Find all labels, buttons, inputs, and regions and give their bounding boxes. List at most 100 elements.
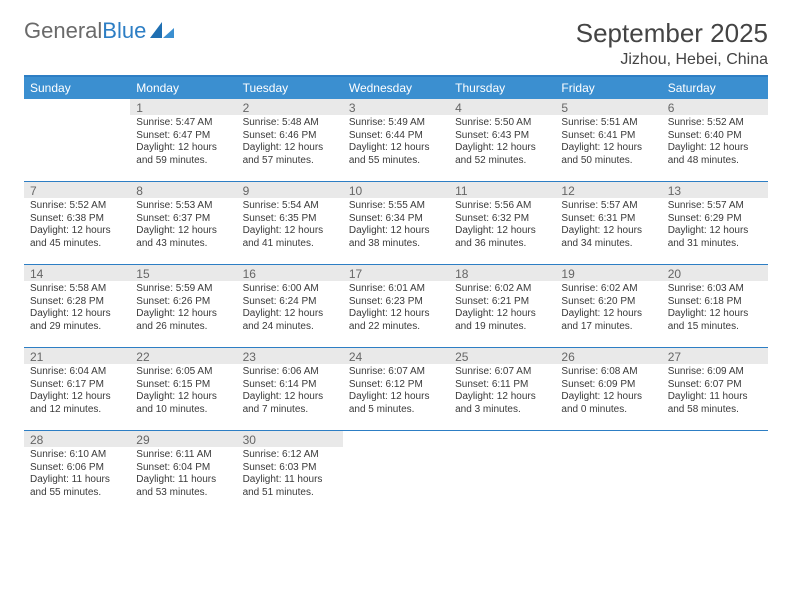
day-cell [343,431,449,513]
day-body [555,447,661,513]
daylight-line2: and 55 minutes. [349,155,443,168]
day-number: 6 [662,99,768,115]
daylight-line2: and 59 minutes. [136,155,230,168]
day-cell [555,431,661,513]
day-number: 27 [662,348,768,364]
day-body: Sunrise: 5:50 AMSunset: 6:43 PMDaylight:… [449,115,555,181]
sunset-text: Sunset: 6:06 PM [30,462,124,475]
sunset-text: Sunset: 6:41 PM [561,130,655,143]
daylight-line1: Daylight: 12 hours [455,225,549,238]
title-block: September 2025 Jizhou, Hebei, China [576,18,768,69]
day-number: 11 [449,182,555,198]
sunrise-text: Sunrise: 6:00 AM [243,283,337,296]
sunset-text: Sunset: 6:32 PM [455,213,549,226]
daylight-line1: Daylight: 12 hours [349,142,443,155]
day-body: Sunrise: 6:01 AMSunset: 6:23 PMDaylight:… [343,281,449,347]
sunrise-text: Sunrise: 5:54 AM [243,200,337,213]
day-body: Sunrise: 5:59 AMSunset: 6:26 PMDaylight:… [130,281,236,347]
day-number: 2 [237,99,343,115]
sunrise-text: Sunrise: 5:47 AM [136,117,230,130]
sunset-text: Sunset: 6:24 PM [243,296,337,309]
day-cell: 5Sunrise: 5:51 AMSunset: 6:41 PMDaylight… [555,99,661,181]
sunset-text: Sunset: 6:44 PM [349,130,443,143]
daylight-line1: Daylight: 11 hours [30,474,124,487]
daylight-line2: and 29 minutes. [30,321,124,334]
day-number: 3 [343,99,449,115]
day-number: 20 [662,265,768,281]
sunrise-text: Sunrise: 6:03 AM [668,283,762,296]
day-cell: 7Sunrise: 5:52 AMSunset: 6:38 PMDaylight… [24,182,130,264]
day-body: Sunrise: 6:05 AMSunset: 6:15 PMDaylight:… [130,364,236,430]
day-cell: 2Sunrise: 5:48 AMSunset: 6:46 PMDaylight… [237,99,343,181]
sunset-text: Sunset: 6:37 PM [136,213,230,226]
day-body: Sunrise: 5:54 AMSunset: 6:35 PMDaylight:… [237,198,343,264]
weekday-header: Sunday [24,77,130,99]
day-number: 10 [343,182,449,198]
daylight-line1: Daylight: 12 hours [136,142,230,155]
sunrise-text: Sunrise: 6:05 AM [136,366,230,379]
day-body: Sunrise: 6:11 AMSunset: 6:04 PMDaylight:… [130,447,236,513]
day-number: 16 [237,265,343,281]
daylight-line1: Daylight: 12 hours [30,308,124,321]
sunset-text: Sunset: 6:31 PM [561,213,655,226]
sunset-text: Sunset: 6:23 PM [349,296,443,309]
day-body [24,115,130,181]
day-body: Sunrise: 5:49 AMSunset: 6:44 PMDaylight:… [343,115,449,181]
day-body: Sunrise: 5:55 AMSunset: 6:34 PMDaylight:… [343,198,449,264]
sunrise-text: Sunrise: 6:08 AM [561,366,655,379]
sunset-text: Sunset: 6:28 PM [30,296,124,309]
sunrise-text: Sunrise: 5:56 AM [455,200,549,213]
day-cell: 19Sunrise: 6:02 AMSunset: 6:20 PMDayligh… [555,265,661,347]
page-header: GeneralBlue September 2025 Jizhou, Hebei… [24,18,768,69]
day-body: Sunrise: 6:04 AMSunset: 6:17 PMDaylight:… [24,364,130,430]
daylight-line1: Daylight: 12 hours [243,142,337,155]
day-number: 22 [130,348,236,364]
day-body: Sunrise: 6:02 AMSunset: 6:20 PMDaylight:… [555,281,661,347]
weekday-header: Thursday [449,77,555,99]
calendar: Sunday Monday Tuesday Wednesday Thursday… [24,75,768,513]
daylight-line1: Daylight: 12 hours [349,225,443,238]
day-cell: 26Sunrise: 6:08 AMSunset: 6:09 PMDayligh… [555,348,661,430]
daylight-line2: and 22 minutes. [349,321,443,334]
daylight-line1: Daylight: 12 hours [30,391,124,404]
weekday-header: Monday [130,77,236,99]
sunrise-text: Sunrise: 6:07 AM [349,366,443,379]
daylight-line1: Daylight: 11 hours [136,474,230,487]
sunrise-text: Sunrise: 5:50 AM [455,117,549,130]
day-cell: 25Sunrise: 6:07 AMSunset: 6:11 PMDayligh… [449,348,555,430]
daylight-line1: Daylight: 12 hours [455,142,549,155]
sunrise-text: Sunrise: 5:49 AM [349,117,443,130]
sunrise-text: Sunrise: 6:07 AM [455,366,549,379]
sunset-text: Sunset: 6:14 PM [243,379,337,392]
sunrise-text: Sunrise: 6:02 AM [561,283,655,296]
daylight-line1: Daylight: 11 hours [243,474,337,487]
sunset-text: Sunset: 6:47 PM [136,130,230,143]
sunrise-text: Sunrise: 5:55 AM [349,200,443,213]
day-body: Sunrise: 6:07 AMSunset: 6:11 PMDaylight:… [449,364,555,430]
daylight-line2: and 3 minutes. [455,404,549,417]
daylight-line1: Daylight: 12 hours [668,308,762,321]
day-cell: 16Sunrise: 6:00 AMSunset: 6:24 PMDayligh… [237,265,343,347]
day-cell [24,99,130,181]
day-cell: 28Sunrise: 6:10 AMSunset: 6:06 PMDayligh… [24,431,130,513]
day-cell [449,431,555,513]
day-cell: 17Sunrise: 6:01 AMSunset: 6:23 PMDayligh… [343,265,449,347]
daylight-line1: Daylight: 12 hours [136,391,230,404]
daylight-line1: Daylight: 12 hours [30,225,124,238]
day-body: Sunrise: 5:48 AMSunset: 6:46 PMDaylight:… [237,115,343,181]
sunrise-text: Sunrise: 5:52 AM [668,117,762,130]
day-body: Sunrise: 6:00 AMSunset: 6:24 PMDaylight:… [237,281,343,347]
sunrise-text: Sunrise: 6:04 AM [30,366,124,379]
day-number: 15 [130,265,236,281]
daylight-line2: and 12 minutes. [30,404,124,417]
day-body [343,447,449,513]
day-body: Sunrise: 5:53 AMSunset: 6:37 PMDaylight:… [130,198,236,264]
daylight-line1: Daylight: 12 hours [243,391,337,404]
day-number: 28 [24,431,130,447]
day-number: 26 [555,348,661,364]
sunset-text: Sunset: 6:43 PM [455,130,549,143]
day-body: Sunrise: 6:08 AMSunset: 6:09 PMDaylight:… [555,364,661,430]
day-body: Sunrise: 6:09 AMSunset: 6:07 PMDaylight:… [662,364,768,430]
week-row: 7Sunrise: 5:52 AMSunset: 6:38 PMDaylight… [24,182,768,265]
daylight-line1: Daylight: 12 hours [668,225,762,238]
